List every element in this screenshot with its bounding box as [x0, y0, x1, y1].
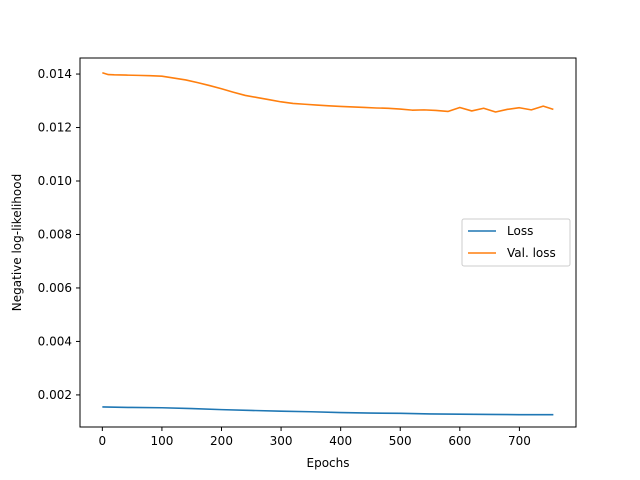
- x-tick-label: 0: [99, 434, 107, 448]
- legend: Loss Val. loss: [461, 218, 571, 267]
- series-layer: [102, 71, 554, 416]
- y-tick-label: 0.014: [38, 67, 72, 81]
- y-tick-label: 0.006: [38, 281, 72, 295]
- y-tick-label: 0.010: [38, 174, 72, 188]
- y-tick-label: 0.002: [38, 388, 72, 402]
- x-tick-label: 400: [329, 434, 352, 448]
- y-axis-label: Negative log-likelihood: [10, 174, 24, 311]
- series-line-0: [102, 406, 554, 416]
- y-tick-label: 0.008: [38, 227, 72, 241]
- legend-entry-1: Val. loss: [507, 246, 556, 260]
- y-tick-label: 0.004: [38, 334, 72, 348]
- x-tick-label: 300: [270, 434, 293, 448]
- x-axis-label: Epochs: [307, 456, 350, 470]
- legend-entry-0: Loss: [507, 224, 533, 238]
- x-tick-label: 500: [389, 434, 412, 448]
- series-line-1: [102, 71, 554, 113]
- y-axis: 0.002 0.004 0.006 0.008 0.010 0.012 0.014: [38, 67, 80, 402]
- x-tick-label: 200: [210, 434, 233, 448]
- y-tick-label: 0.012: [38, 121, 72, 135]
- x-tick-label: 100: [150, 434, 173, 448]
- plot-area-frame: [79, 57, 577, 428]
- x-axis: 0 100 200 300 400 500 600 700: [99, 427, 531, 448]
- x-tick-label: 600: [448, 434, 471, 448]
- x-tick-label: 700: [508, 434, 531, 448]
